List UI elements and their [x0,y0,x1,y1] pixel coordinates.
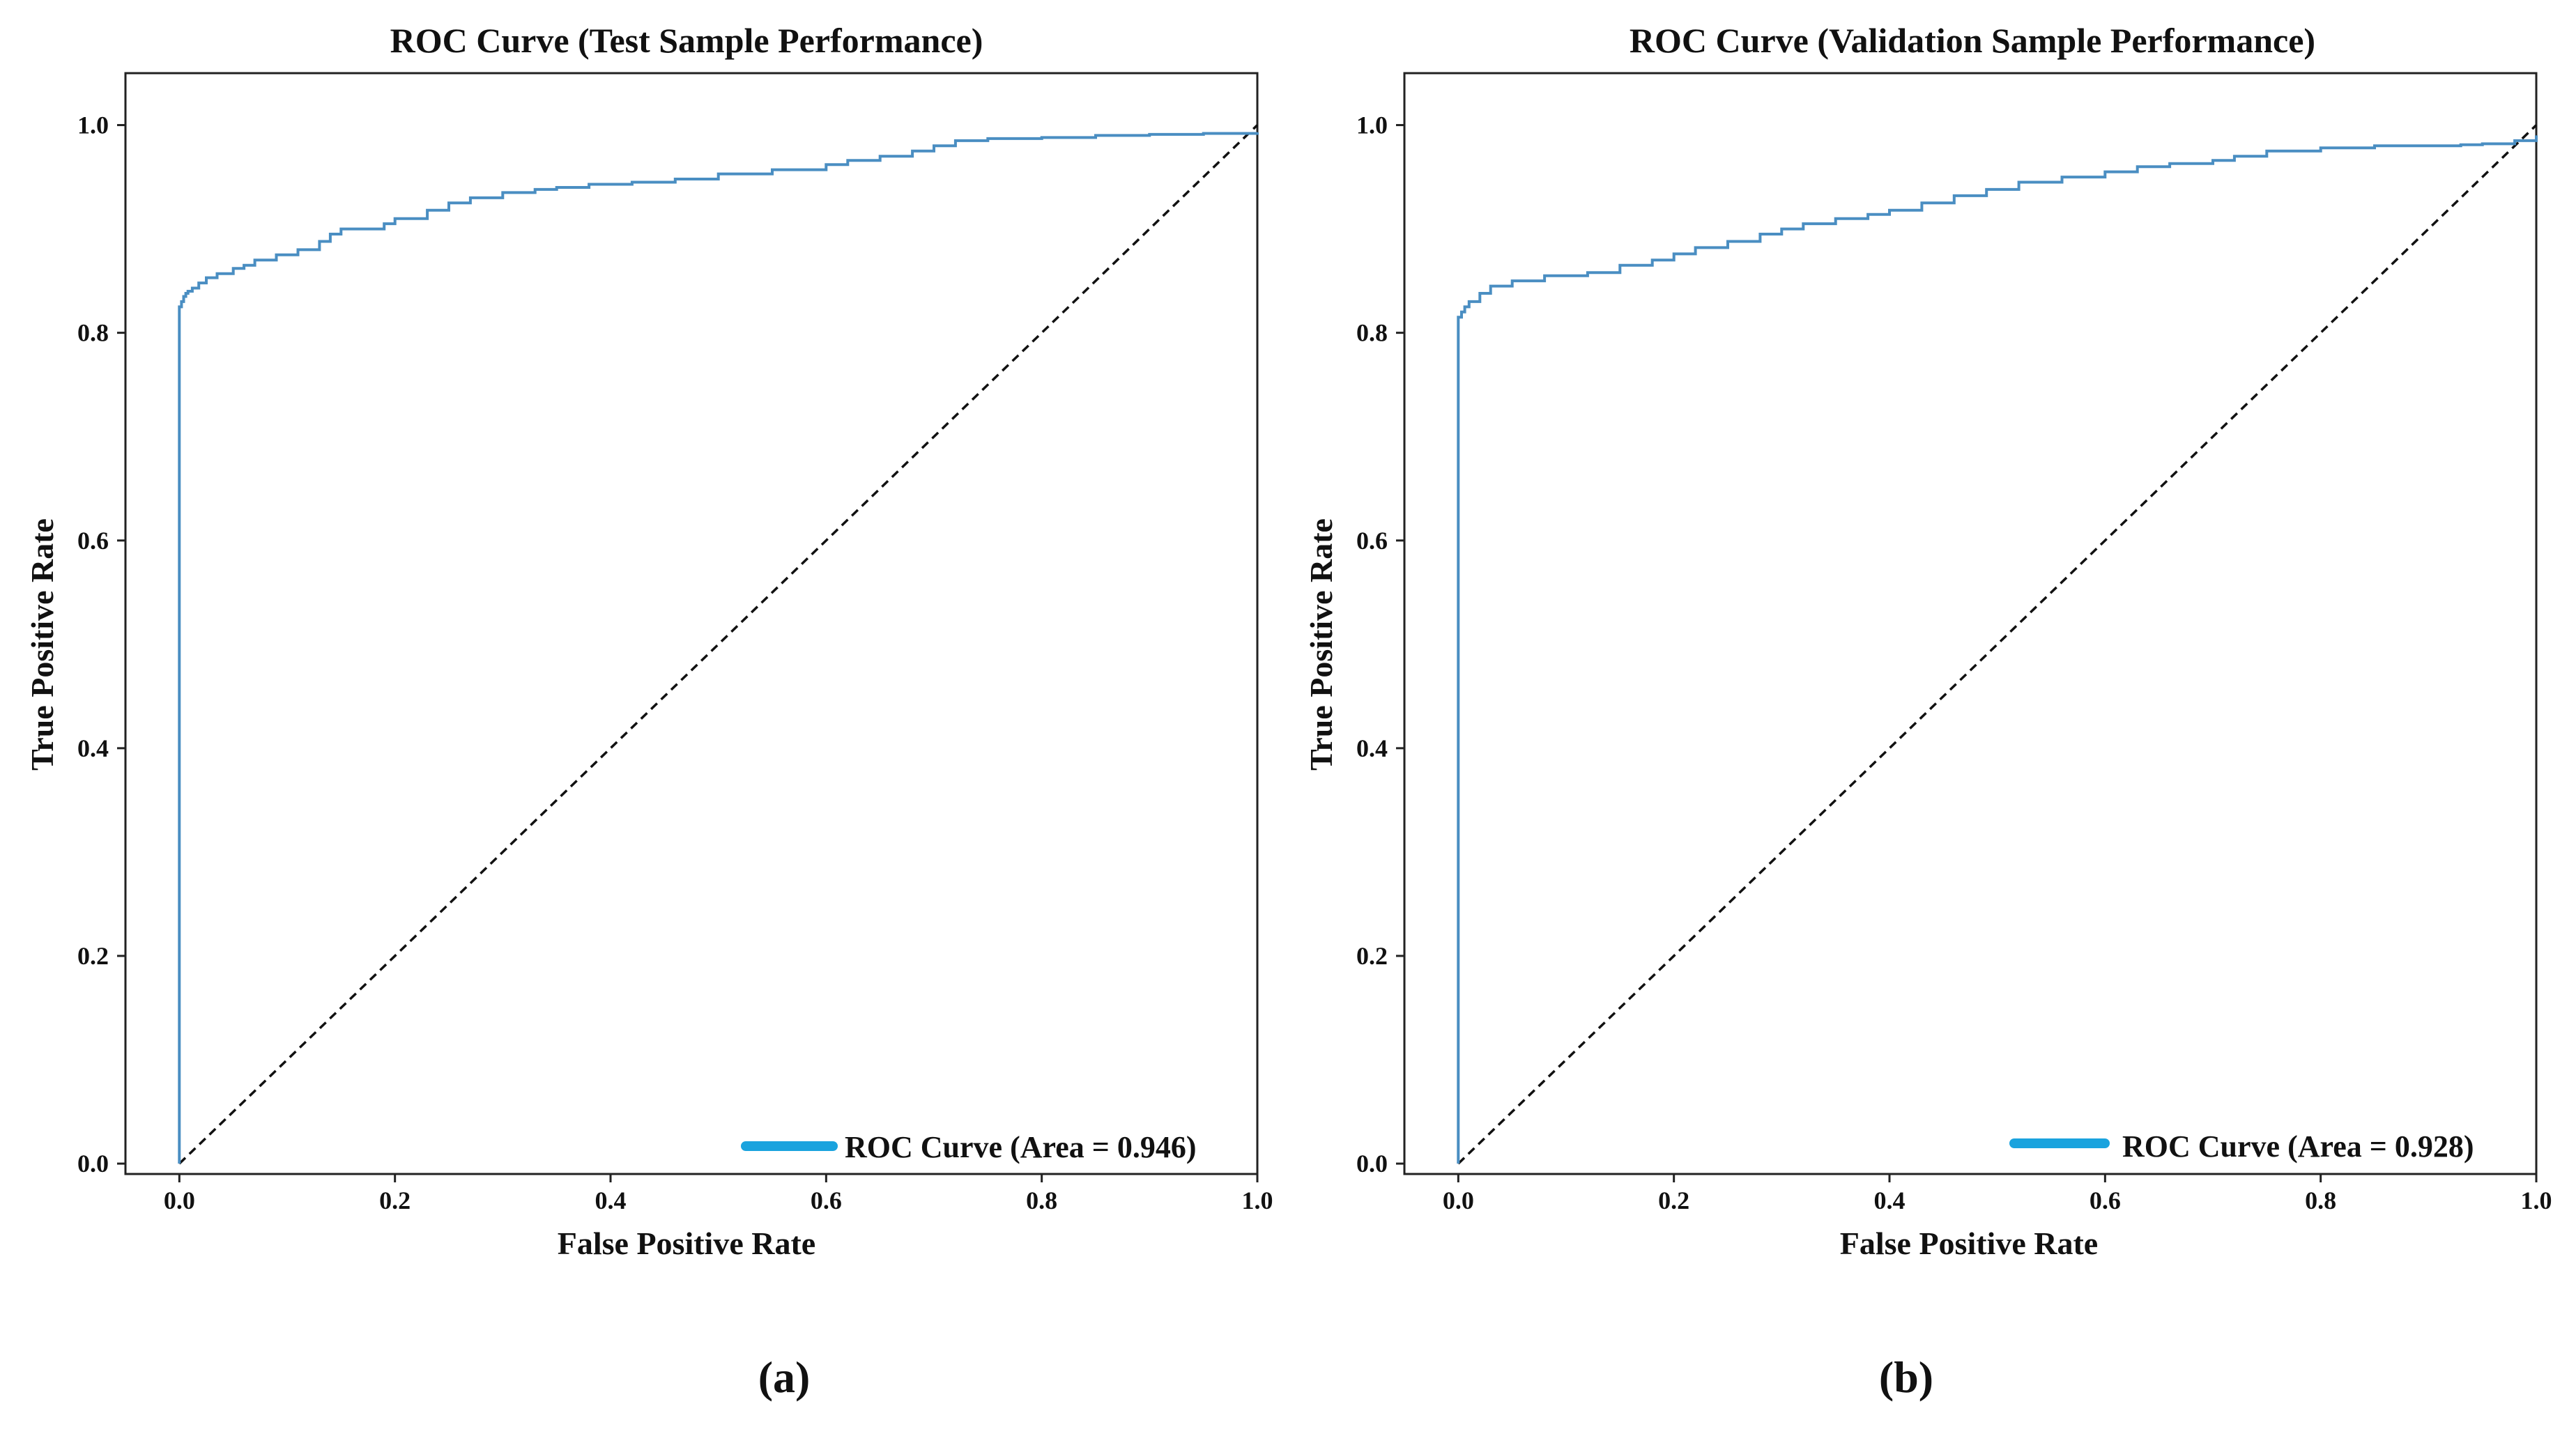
panel-b-x-tick-label: 1.0 [2521,1187,2552,1214]
panel-b-y-tick-label: 0.6 [1356,527,1388,555]
panel-a-plot-area [178,124,1259,1165]
panel-a-title: ROC Curve (Test Sample Performance) [390,21,983,60]
panel-a: ROC Curve (Test Sample Performance) 0.0 0… [24,21,1273,1402]
panel-b-y-axis-label: True Positive Rate [1303,518,1339,771]
panel-b-x-tick-label: 0.4 [1874,1187,1906,1214]
panel-b-title: ROC Curve (Validation Sample Performance… [1630,21,2315,60]
panel-b-x-tick-label: 0.8 [2305,1187,2336,1214]
panel-a-y-tick-label: 0.2 [77,942,109,970]
panel-a-caption: (a) [758,1352,811,1402]
panel-a-y-tick-label: 0.0 [77,1150,109,1177]
panel-b-y-tick-label: 0.2 [1356,942,1388,970]
panel-b-y-tick-label: 1.0 [1356,111,1388,139]
panel-a-chance-diagonal [178,124,1259,1165]
panel-a-x-tick-label: 0.8 [1026,1187,1057,1214]
panel-a-y-axis-label: True Positive Rate [24,518,60,771]
panel-a-x-tick-label: 0.6 [811,1187,842,1214]
panel-b-x-tick-label: 0.0 [1443,1187,1474,1214]
panel-b-y-tick-label: 0.0 [1356,1150,1388,1177]
panel-b-ticks: 0.0 0.2 0.4 0.6 0.8 1.0 0.0 0.2 0.4 0.6 0.8 1.0 [1356,111,2552,1214]
panel-a-roc-curve [178,132,1259,1164]
panel-a-ticks: 0.0 0.2 0.4 0.6 0.8 1.0 0.0 0.2 0.4 0.6 0.8 1.0 [77,111,1273,1214]
panel-b-plot-frame [1403,72,2538,1175]
panel-b-legend-label: ROC Curve (Area = 0.928) [2122,1129,2474,1164]
panel-a-x-tick-label: 0.0 [164,1187,195,1214]
panel-b-legend: ROC Curve (Area = 0.928) [2009,1129,2474,1164]
panel-b-chance-diagonal [1457,124,2538,1165]
panel-a-y-tick-label: 0.4 [77,734,109,762]
panel-a-y-tick-label: 0.6 [77,527,109,555]
panel-b-plot-area [1457,124,2538,1165]
panel-a-legend: ROC Curve (Area = 0.946) [741,1130,1197,1164]
panel-a-x-tick-label: 0.4 [595,1187,627,1214]
panel-b-x-axis-label: False Positive Rate [1840,1226,2098,1261]
panel-b-roc-curve [1457,135,2538,1164]
panel-a-legend-label: ROC Curve (Area = 0.946) [845,1130,1197,1164]
panel-a-y-tick-label: 0.8 [77,319,109,347]
panel-b-y-tick-label: 0.4 [1356,734,1388,762]
panel-b-y-tick-label: 0.8 [1356,319,1388,347]
panel-b: ROC Curve (Validation Sample Performance… [1303,21,2552,1402]
panel-a-x-tick-label: 0.2 [379,1187,411,1214]
panel-b-x-tick-label: 0.6 [2090,1187,2121,1214]
panel-a-y-tick-label: 1.0 [77,111,109,139]
panel-a-x-tick-label: 1.0 [1242,1187,1273,1214]
panel-b-x-tick-label: 0.2 [1658,1187,1689,1214]
panel-a-plot-frame [124,72,1259,1175]
panel-b-caption: (b) [1879,1352,1933,1402]
panel-a-x-axis-label: False Positive Rate [558,1226,815,1261]
